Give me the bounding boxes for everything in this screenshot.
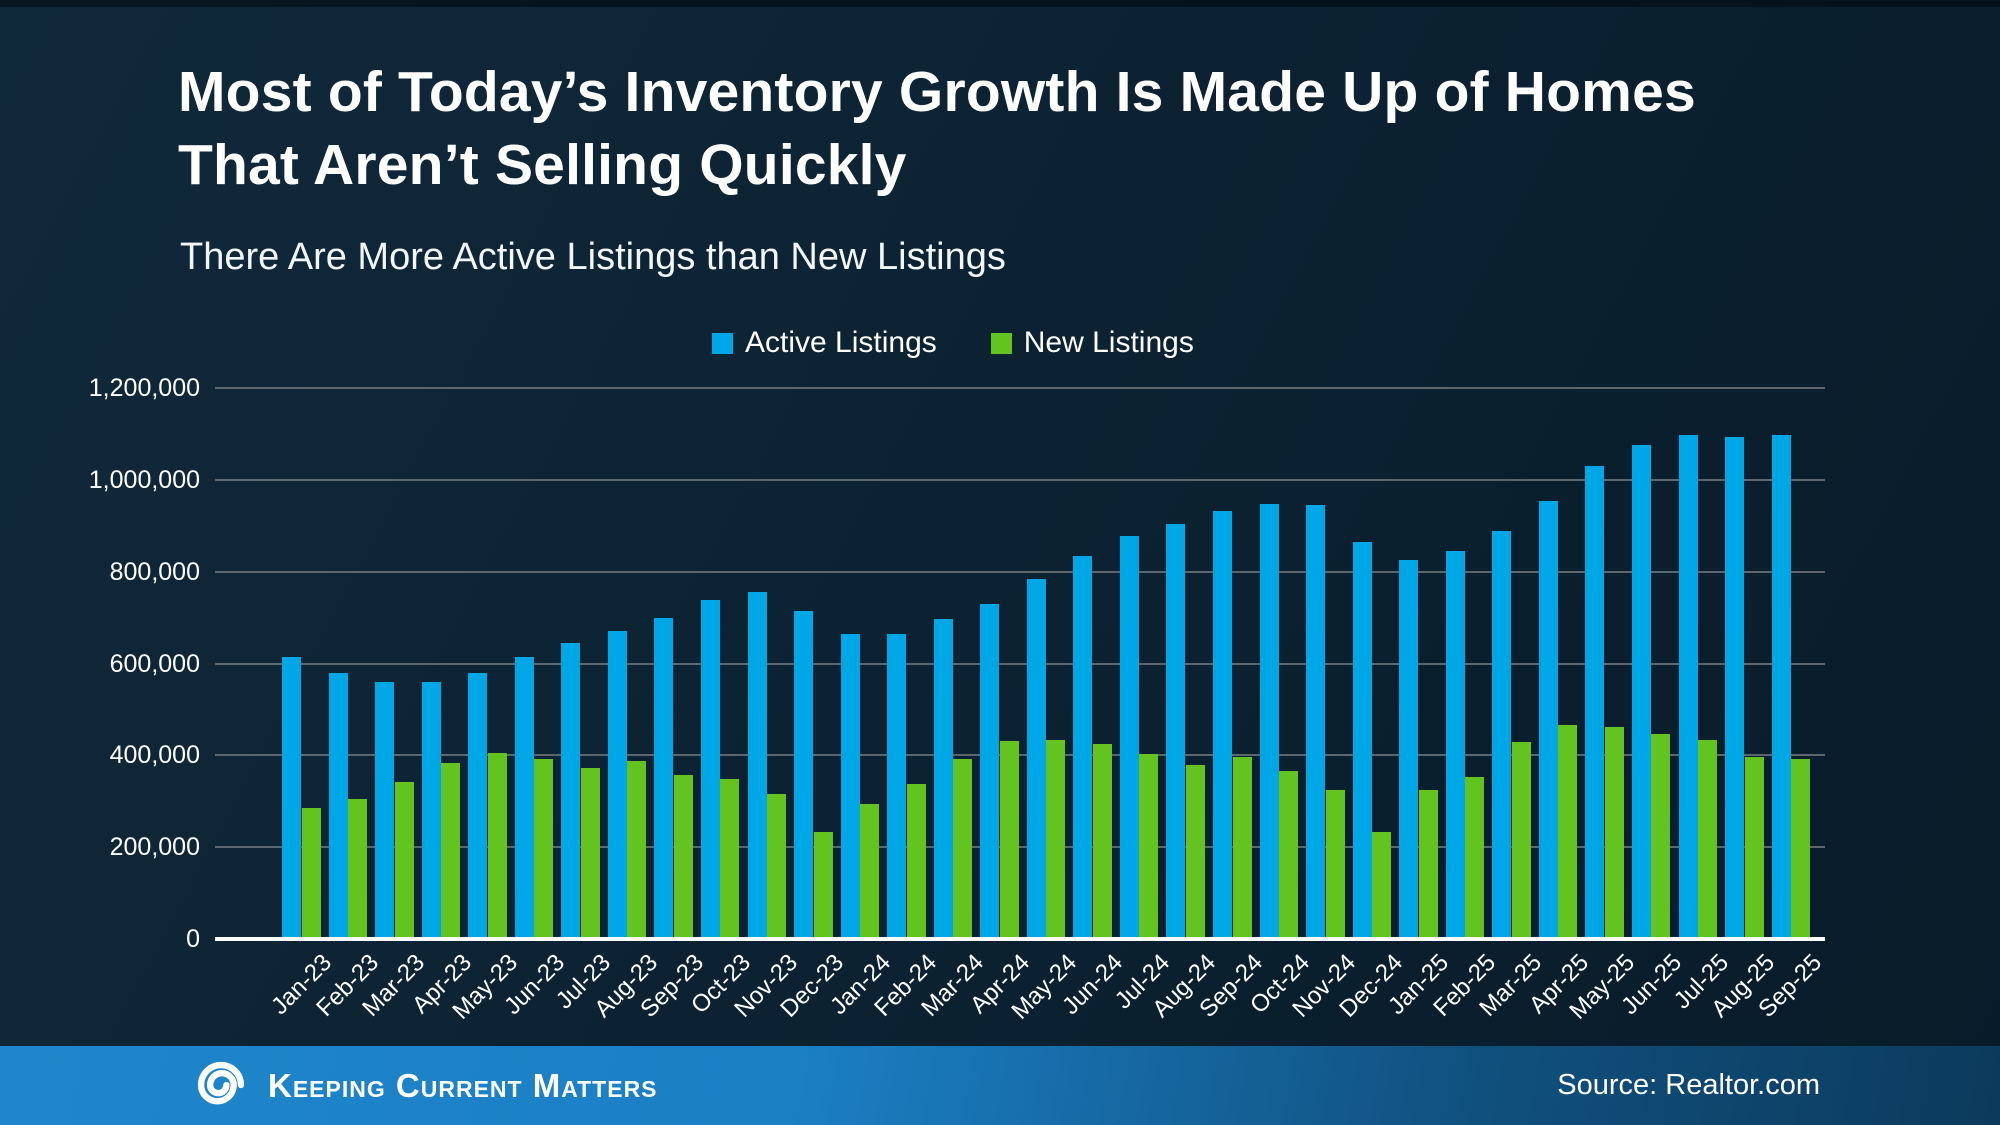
bar-new-listings <box>1092 744 1112 939</box>
bar-active-listings <box>514 656 534 939</box>
bar-active-listings <box>933 619 953 939</box>
bar-active-listings <box>1352 541 1372 939</box>
chart-legend: Active Listings New Listings <box>712 326 1194 360</box>
bar-new-listings <box>953 758 973 939</box>
page-title-line2: That Aren’t Selling Quickly <box>178 132 907 197</box>
legend-swatch-icon <box>990 332 1012 354</box>
bar-new-listings <box>906 783 926 939</box>
bar-new-listings <box>1325 790 1345 939</box>
top-edge-strip <box>0 0 2000 7</box>
bar-new-listings <box>348 799 368 939</box>
bar-active-listings <box>1538 500 1558 939</box>
legend-label: New Listings <box>1023 326 1194 359</box>
bar-active-listings <box>654 617 674 939</box>
bar-new-listings <box>1791 759 1811 939</box>
bar-active-listings <box>1119 535 1139 939</box>
gridline <box>215 662 1825 665</box>
bar-new-listings <box>720 779 740 939</box>
bar-new-listings <box>441 762 461 939</box>
bar-active-listings <box>282 656 301 939</box>
y-tick-label: 400,000 <box>109 741 200 770</box>
bar-active-listings <box>840 633 860 939</box>
bar-new-listings <box>301 807 321 939</box>
legend-item: New Listings <box>990 326 1194 360</box>
bar-new-listings <box>1511 741 1531 939</box>
bar-new-listings <box>534 759 554 939</box>
y-tick-label: 200,000 <box>109 833 200 862</box>
bar-active-listings <box>1725 436 1745 939</box>
bar-active-listings <box>700 600 720 939</box>
bar-new-listings <box>860 803 880 939</box>
bar-active-listings <box>887 633 907 939</box>
bar-new-listings <box>1372 832 1392 939</box>
bar-active-listings <box>421 681 441 939</box>
bar-active-listings <box>1306 505 1326 939</box>
bar-active-listings <box>1492 531 1512 939</box>
kcm-swirl-logo-icon <box>197 1061 245 1105</box>
bar-new-listings <box>1232 757 1252 939</box>
gridline <box>215 846 1825 849</box>
bar-active-listings <box>1631 444 1651 939</box>
bar-new-listings <box>1139 754 1159 939</box>
bar-new-listings <box>1744 757 1764 939</box>
bar-new-listings <box>1418 789 1438 939</box>
bar-active-listings <box>794 610 814 939</box>
bar-active-listings <box>1259 503 1279 939</box>
legend-label: Active Listings <box>745 326 937 359</box>
bar-active-listings <box>328 672 348 939</box>
bar-active-listings <box>561 643 581 939</box>
y-tick-label: 1,000,000 <box>88 465 200 494</box>
gridline <box>215 478 1825 481</box>
bar-new-listings <box>580 768 600 939</box>
footer-band: Keeping Current Matters Source: Realtor.… <box>0 1046 2000 1125</box>
bar-active-listings <box>1026 578 1046 939</box>
bar-active-listings <box>747 591 767 939</box>
bar-active-listings <box>607 631 627 939</box>
bar-new-listings <box>1698 740 1717 939</box>
bar-new-listings <box>627 761 647 939</box>
page-title-line1: Most of Today’s Inventory Growth Is Made… <box>178 60 1696 124</box>
x-axis-baseline <box>215 937 1825 941</box>
bar-new-listings <box>487 752 507 939</box>
y-tick-label: 1,200,000 <box>88 374 200 402</box>
bar-active-listings <box>1073 555 1093 939</box>
bar-new-listings <box>999 740 1019 939</box>
source-attribution: Source: Realtor.com <box>1557 1069 1820 1101</box>
y-tick-label: 0 <box>186 925 200 953</box>
brand-wordmark: Keeping Current Matters <box>268 1067 658 1104</box>
bar-active-listings <box>1678 434 1698 939</box>
page-subtitle: There Are More Active Listings than New … <box>180 236 1006 278</box>
y-tick-label: 600,000 <box>109 649 200 678</box>
bar-active-listings <box>1771 435 1791 939</box>
bar-new-listings <box>1279 771 1299 939</box>
bar-active-listings <box>1585 466 1605 939</box>
bar-new-listings <box>1604 727 1624 939</box>
bar-active-listings <box>1213 510 1232 939</box>
gridline <box>215 754 1825 757</box>
bar-new-listings <box>767 793 786 939</box>
bar-active-listings <box>375 681 395 939</box>
bar-new-listings <box>673 775 693 939</box>
bar-active-listings <box>1445 551 1465 939</box>
y-tick-label: 800,000 <box>109 557 200 586</box>
page-title: Most of Today’s Inventory Growth Is Made… <box>178 56 1828 202</box>
bar-new-listings <box>1465 777 1485 939</box>
bar-new-listings <box>394 782 414 939</box>
bar-active-listings <box>1399 560 1419 939</box>
bar-new-listings <box>813 831 833 939</box>
bar-new-listings <box>1046 739 1066 939</box>
chart-area: 0 200,000 400,000 600,000 800,000 1,000,000 1,… <box>89 374 1827 1025</box>
bar-active-listings <box>980 603 1000 939</box>
gridline <box>215 387 1825 389</box>
legend-item: Active Listings <box>712 326 937 360</box>
legend-swatch-icon <box>712 332 733 354</box>
bar-new-listings <box>1558 725 1578 939</box>
bar-new-listings <box>1185 764 1205 939</box>
gridline <box>215 570 1825 573</box>
bar-active-listings <box>1166 524 1186 939</box>
bar-new-listings <box>1651 734 1671 939</box>
bar-active-listings <box>468 672 488 939</box>
